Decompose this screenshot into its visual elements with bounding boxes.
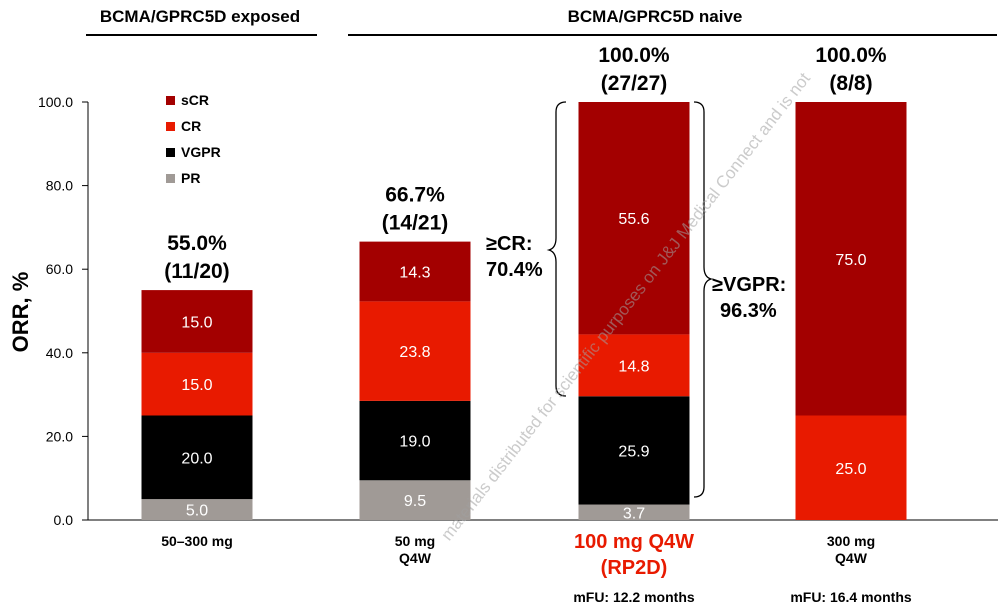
bar-segment-cr bbox=[578, 334, 690, 397]
bar-value-label: 75.0 bbox=[835, 252, 866, 269]
bar-segment-cr bbox=[795, 415, 907, 520]
bar-segment-cr bbox=[359, 301, 471, 401]
bar-segment-pr bbox=[578, 504, 690, 520]
vgpr-bracket-label-1: ≥VGPR: bbox=[712, 274, 786, 296]
legend-label-cr: CR bbox=[181, 118, 201, 134]
y-tick-label: 0.0 bbox=[54, 512, 74, 528]
bar-value-label: 15.0 bbox=[181, 314, 212, 331]
y-tick-label: 100.0 bbox=[38, 94, 73, 110]
bar-segment-vgpr bbox=[578, 396, 690, 505]
bar-segment-scr bbox=[795, 102, 907, 416]
bar-value-label: 55.6 bbox=[618, 211, 649, 228]
bar-total-percent: 55.0% bbox=[167, 232, 227, 255]
y-axis-title: ORR, % bbox=[8, 272, 33, 353]
bar-value-label: 5.0 bbox=[186, 503, 208, 520]
x-label-mfu: mFU: 12.2 months bbox=[573, 589, 695, 605]
bar-segment-cr bbox=[141, 352, 253, 416]
bars: 5.0 20.0 15.0 15.0 9.5 19.0 23.8 14.3 3.7 25.9 14.… bbox=[141, 102, 907, 522]
bar-value-label: 14.3 bbox=[399, 264, 430, 281]
legend-swatch-scr bbox=[166, 96, 175, 105]
bar-segment-scr bbox=[359, 241, 471, 302]
vgpr-bracket-label-2: 96.3% bbox=[720, 300, 777, 322]
bar-value-label: 23.8 bbox=[399, 344, 430, 361]
bar-totals: 55.0% (11/20) 66.7% (14/21) 100.0% (27/27) 100… bbox=[164, 44, 887, 283]
x-label-line2: Q4W bbox=[399, 550, 432, 566]
bar-total-percent: 66.7% bbox=[385, 184, 445, 207]
legend: sCR CR VGPR PR bbox=[166, 92, 221, 186]
legend-label-scr: sCR bbox=[181, 92, 209, 108]
group-label-naive: BCMA/GPRC5D naive bbox=[568, 7, 743, 26]
bar-segment-scr bbox=[578, 102, 690, 335]
bar-total-count: (27/27) bbox=[601, 72, 668, 95]
bar-value-label: 25.0 bbox=[835, 461, 866, 478]
bar-value-label: 25.9 bbox=[618, 443, 649, 460]
bar-value-label: 9.5 bbox=[404, 493, 426, 510]
cr-bracket-label-1: ≥CR: bbox=[486, 233, 533, 255]
bar-value-label: 15.0 bbox=[181, 377, 212, 394]
bar-segment-vgpr bbox=[141, 415, 253, 500]
y-tick-label: 80.0 bbox=[46, 178, 73, 194]
legend-swatch-cr bbox=[166, 122, 175, 131]
bar-total-percent: 100.0% bbox=[815, 44, 887, 67]
x-label-line1: 50–300 mg bbox=[161, 533, 233, 549]
bar-segment-pr bbox=[141, 499, 253, 520]
bar-value-label: 20.0 bbox=[181, 450, 212, 467]
y-ticks: 0.0 20.0 40.0 60.0 80.0 100.0 bbox=[38, 94, 88, 528]
bar-segment-pr bbox=[359, 480, 471, 520]
bar-value-label: 14.8 bbox=[618, 358, 649, 375]
x-label-mfu: mFU: 16.4 months bbox=[790, 589, 912, 605]
legend-swatch-pr bbox=[166, 174, 175, 183]
cr-bracket bbox=[546, 101, 567, 397]
x-label-line1: 300 mg bbox=[827, 533, 875, 549]
bar-total-count: (11/20) bbox=[164, 260, 229, 283]
bar-value-label: 19.0 bbox=[399, 434, 430, 451]
bar-segment-scr bbox=[141, 290, 253, 353]
bar-segment-vgpr bbox=[359, 400, 471, 481]
x-label-line2: Q4W bbox=[835, 550, 868, 566]
cr-bracket-label-2: 70.4% bbox=[486, 259, 543, 281]
bar-value-label: 3.7 bbox=[623, 505, 645, 522]
y-tick-label: 60.0 bbox=[46, 261, 73, 277]
x-label-line1: 100 mg Q4W bbox=[574, 531, 694, 553]
legend-label-vgpr: VGPR bbox=[181, 144, 221, 160]
legend-label-pr: PR bbox=[181, 170, 200, 186]
x-label-line1: 50 mg bbox=[395, 533, 435, 549]
y-tick-label: 40.0 bbox=[46, 345, 73, 361]
legend-swatch-vgpr bbox=[166, 148, 175, 157]
vgpr-bracket bbox=[693, 101, 714, 498]
bar-total-count: (8/8) bbox=[829, 72, 872, 95]
bar-total-percent: 100.0% bbox=[598, 44, 670, 67]
group-label-exposed: BCMA/GPRC5D exposed bbox=[100, 7, 300, 26]
y-tick-label: 20.0 bbox=[46, 428, 73, 444]
x-label-line2: (RP2D) bbox=[601, 557, 668, 579]
bar-total-count: (14/21) bbox=[382, 212, 449, 235]
